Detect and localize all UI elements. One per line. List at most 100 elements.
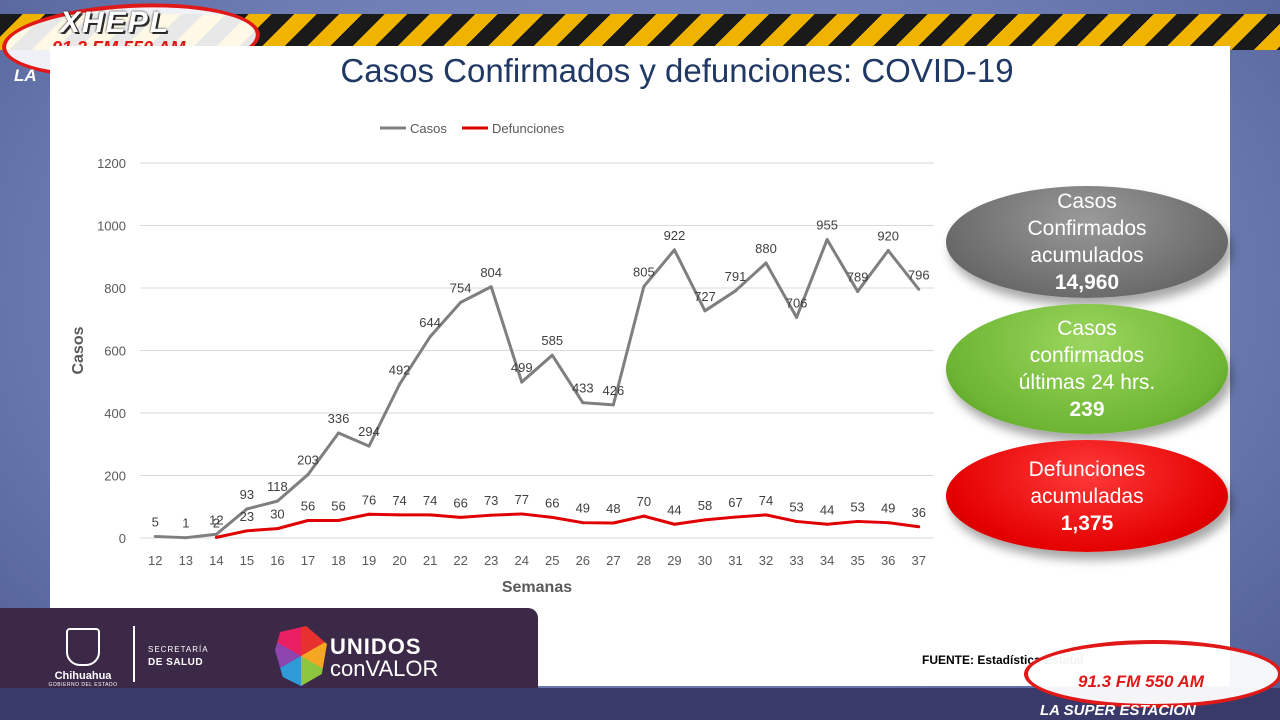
- data-label: 336: [328, 411, 350, 426]
- data-point: [825, 238, 829, 242]
- data-point: [856, 289, 860, 293]
- data-label: 880: [755, 241, 777, 256]
- data-label: 796: [908, 267, 930, 282]
- data-point: [550, 515, 554, 519]
- data-point: [153, 534, 157, 538]
- x-tick-label: 14: [209, 553, 223, 568]
- state-name: Chihuahua: [54, 670, 112, 682]
- data-point: [642, 284, 646, 288]
- x-tick-label: 30: [698, 553, 712, 568]
- data-label: 56: [331, 499, 345, 514]
- x-tick-label: 19: [362, 553, 376, 568]
- health-dept: SECRETARÍA DE SALUD: [148, 645, 209, 668]
- station-name: XHEPL: [60, 6, 171, 39]
- campaign-line2: conVALOR: [330, 656, 439, 681]
- data-label: 805: [633, 264, 655, 279]
- data-point: [764, 513, 768, 517]
- data-label: 70: [637, 494, 651, 509]
- data-point: [214, 535, 218, 539]
- data-point: [337, 431, 340, 435]
- logo-ring-bottom: [1024, 640, 1280, 708]
- data-label: 66: [453, 495, 467, 510]
- data-label: 5: [152, 514, 159, 529]
- station-tagline: LA SUPER ESTACION: [1040, 702, 1196, 719]
- cumulative-deaths-label: Defunciones acumuladas: [1028, 457, 1146, 508]
- data-point: [611, 403, 615, 407]
- y-tick-label: 800: [104, 281, 126, 296]
- data-point: [245, 507, 249, 511]
- y-tick-label: 0: [119, 531, 126, 546]
- data-label: 77: [514, 492, 528, 507]
- data-label: 499: [511, 360, 533, 375]
- data-point: [306, 519, 310, 522]
- data-label: 920: [877, 229, 899, 244]
- data-point: [581, 521, 585, 525]
- data-point: [337, 519, 340, 522]
- data-label: 76: [362, 492, 376, 507]
- data-label: 955: [816, 218, 838, 233]
- data-point: [734, 289, 737, 293]
- y-tick-label: 1200: [97, 156, 126, 171]
- y-axis-title: Casos: [70, 326, 87, 374]
- cumulative-deaths-value: 1,375: [1060, 511, 1114, 535]
- data-label: 23: [240, 509, 254, 524]
- data-label: 1: [182, 516, 189, 531]
- data-point: [520, 380, 524, 384]
- station-frequency-bottom: 91.3 FM 550 AM: [1078, 672, 1204, 691]
- data-point: [642, 514, 646, 518]
- data-point: [489, 513, 493, 517]
- data-point: [428, 335, 432, 339]
- y-tick-label: 600: [104, 344, 126, 359]
- data-label: 58: [698, 498, 712, 513]
- y-tick-label: 400: [104, 406, 126, 421]
- chart-title: Casos Confirmados y defunciones: COVID-1…: [340, 52, 1014, 89]
- x-tick-label: 29: [667, 553, 681, 568]
- data-label: 49: [881, 501, 895, 516]
- data-label: 53: [850, 499, 864, 514]
- data-point: [856, 519, 860, 523]
- x-tick-label: 37: [911, 553, 925, 568]
- data-label: 727: [694, 289, 716, 304]
- data-point: [214, 532, 218, 536]
- data-label: 789: [847, 269, 869, 284]
- data-label: 492: [389, 362, 411, 377]
- data-point: [734, 515, 737, 519]
- data-label: 294: [358, 424, 380, 439]
- cumulative-deaths-bubble: Defunciones acumuladas 1,375: [946, 440, 1228, 552]
- legend-label: Defunciones: [492, 121, 565, 136]
- data-point: [275, 499, 279, 503]
- data-point: [795, 315, 799, 319]
- data-label: 48: [606, 501, 620, 516]
- data-point: [550, 353, 554, 357]
- data-point: [428, 513, 432, 517]
- data-label: 426: [602, 383, 624, 398]
- data-point: [672, 522, 676, 526]
- x-tick-label: 18: [331, 553, 345, 568]
- data-label: 804: [480, 265, 502, 280]
- station-tagline-short: LA: [14, 66, 37, 85]
- data-label: 644: [419, 315, 441, 330]
- state-subtitle: GOBIERNO DEL ESTADO: [48, 682, 118, 688]
- last24-cases-label: Casos confirmados últimas 24 hrs.: [1018, 317, 1156, 394]
- data-point: [795, 519, 799, 523]
- data-point: [459, 300, 463, 304]
- data-label: 53: [789, 499, 803, 514]
- x-tick-label: 12: [148, 553, 162, 568]
- station-logo-bottom: 91.3 FM 550 AM LA SUPER ESTACION: [1024, 636, 1280, 720]
- data-point: [367, 444, 371, 448]
- data-point: [489, 285, 493, 289]
- data-label: 922: [664, 228, 686, 243]
- footer-divider: [133, 626, 135, 682]
- data-point: [459, 515, 463, 519]
- chihuahua-logo: Chihuahua GOBIERNO DEL ESTADO: [48, 628, 118, 688]
- x-tick-label: 21: [423, 553, 437, 568]
- data-point: [184, 536, 188, 540]
- data-label: 66: [545, 495, 559, 510]
- data-label: 44: [667, 502, 681, 517]
- health-dept-line2: DE SALUD: [148, 657, 204, 668]
- y-tick-label: 1000: [97, 219, 126, 234]
- data-label: 585: [541, 333, 563, 348]
- x-tick-label: 23: [484, 553, 498, 568]
- last24-cases-bubble: Casos confirmados últimas 24 hrs. 239: [946, 304, 1228, 434]
